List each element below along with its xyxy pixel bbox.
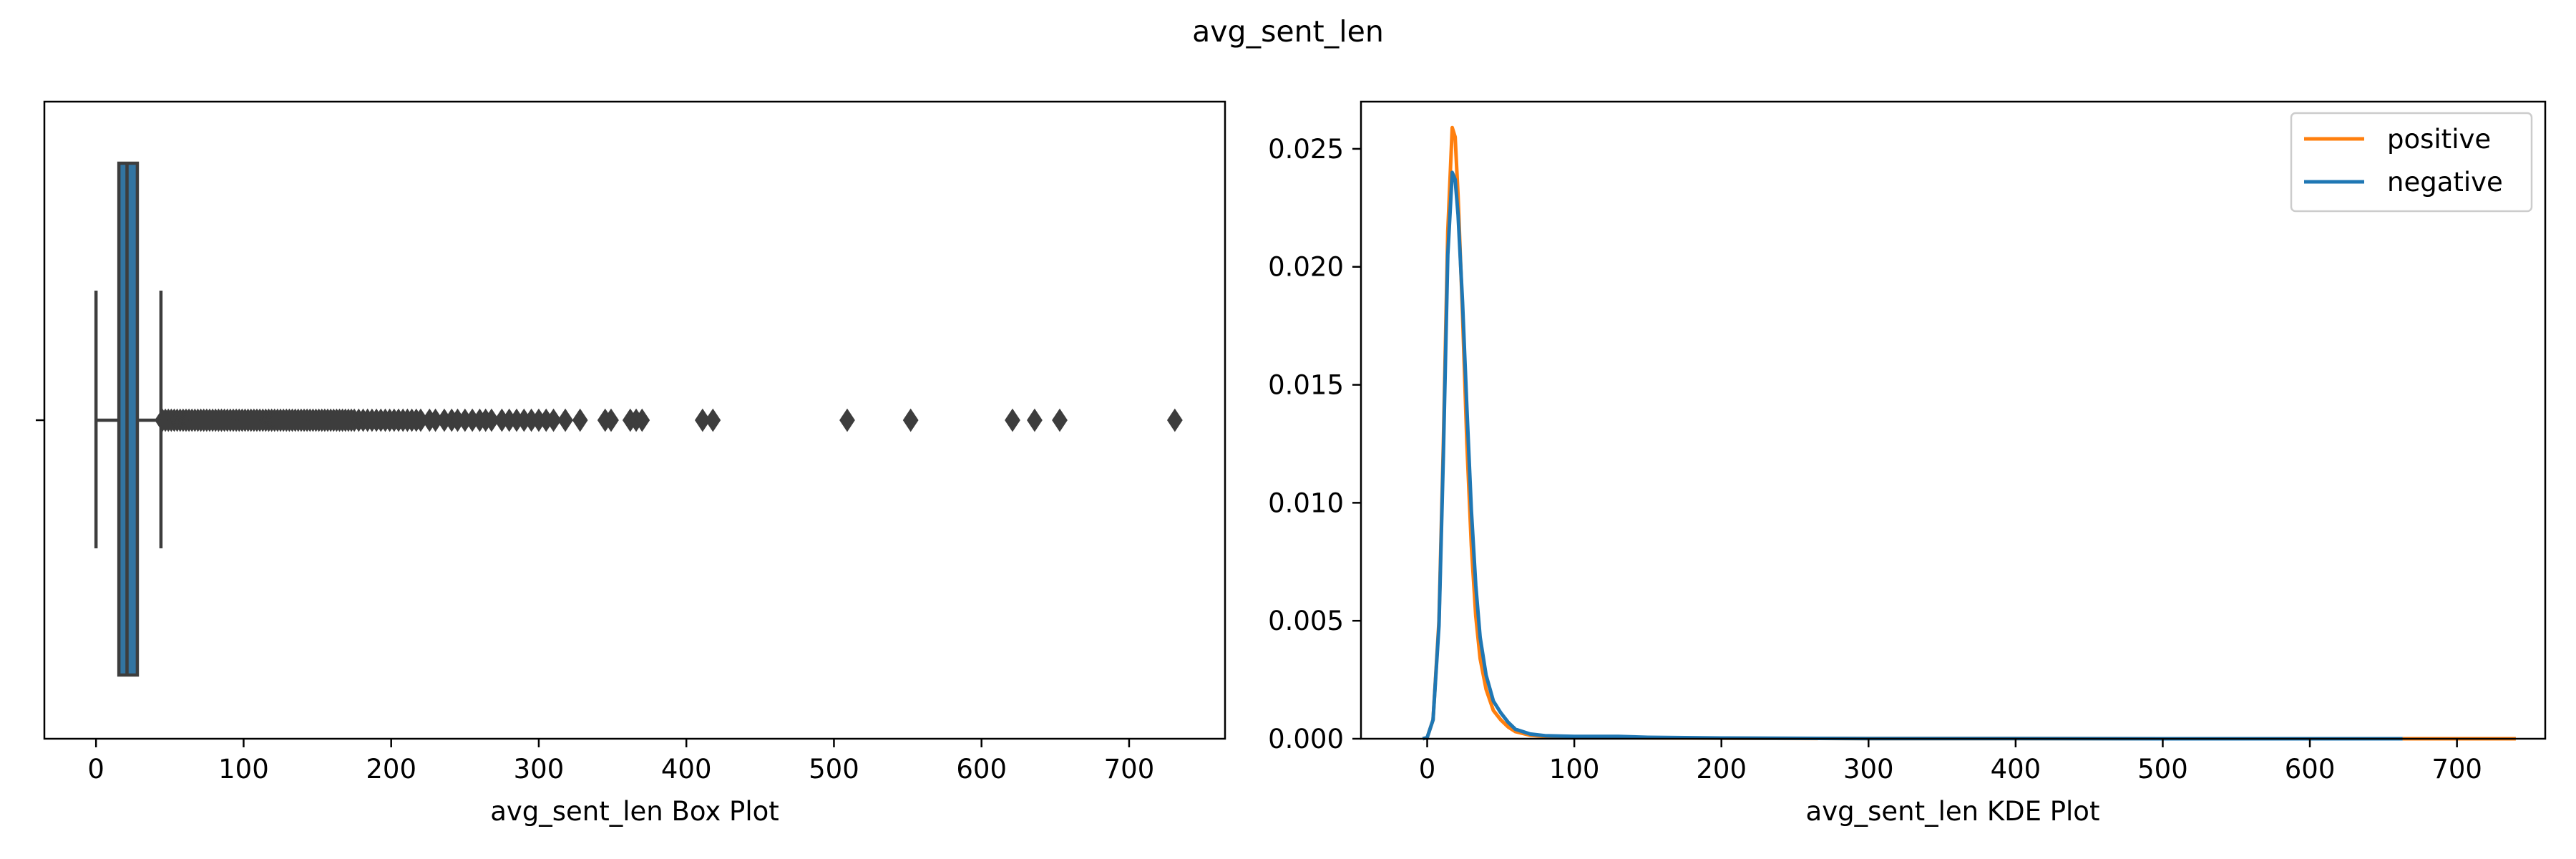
kde-x-tick-label: 200 bbox=[1696, 754, 1747, 785]
kde-y-tick-label: 0.020 bbox=[1268, 252, 1344, 283]
box-x-tick-label: 0 bbox=[87, 754, 104, 785]
box-x-tick-label: 400 bbox=[661, 754, 712, 785]
box-x-tick-label: 600 bbox=[956, 754, 1007, 785]
outlier-marker bbox=[705, 408, 721, 432]
kde-line-positive bbox=[1422, 125, 2516, 741]
outlier-marker bbox=[557, 408, 573, 432]
box-plot-x-label: avg_sent_len Box Plot bbox=[490, 796, 779, 827]
outlier-marker bbox=[572, 408, 588, 432]
outlier-marker bbox=[603, 408, 619, 432]
outlier-marker bbox=[545, 408, 562, 432]
kde-x-tick-label: 100 bbox=[1549, 754, 1600, 785]
kde-y-tick-label: 0.005 bbox=[1268, 606, 1344, 636]
outlier-marker bbox=[1005, 408, 1020, 432]
kde-plot-panel: 0 100 200 300 400 500 600 700 0.0000.0050.0100.… bbox=[1268, 100, 2547, 827]
outlier-marker bbox=[839, 408, 855, 432]
figure-title: avg_sent_len bbox=[1192, 14, 1384, 49]
outlier-marker bbox=[1027, 408, 1043, 432]
outlier-marker bbox=[902, 408, 919, 432]
kde-plot-frame bbox=[1360, 100, 2547, 740]
legend-label-positive: positive bbox=[2387, 124, 2491, 155]
box-plot-x-ticks: 0 100 200 300 400 500 600 700 bbox=[87, 739, 1154, 785]
outlier-marker bbox=[694, 408, 711, 432]
outlier-marker bbox=[484, 408, 499, 432]
box-x-tick-label: 500 bbox=[809, 754, 859, 785]
kde-line-negative bbox=[1422, 170, 2403, 741]
kde-x-tick-label: 500 bbox=[2137, 754, 2188, 785]
legend-label-negative: negative bbox=[2387, 167, 2503, 198]
box-x-tick-label: 300 bbox=[514, 754, 565, 785]
kde-x-tick-label: 700 bbox=[2431, 754, 2482, 785]
box-x-tick-label: 100 bbox=[218, 754, 269, 785]
outlier-marker bbox=[1052, 408, 1068, 432]
box-plot-frame bbox=[43, 100, 1226, 740]
kde-x-tick-label: 0 bbox=[1419, 754, 1436, 785]
legend: positive negative bbox=[2290, 112, 2533, 213]
kde-y-tick-label: 0.025 bbox=[1268, 134, 1344, 165]
kde-x-tick-label: 600 bbox=[2285, 754, 2336, 785]
box-plot-panel: 0 100 200 300 400 500 600 700 avg_sent_len Box … bbox=[36, 100, 1226, 827]
kde-x-tick-label: 300 bbox=[1843, 754, 1894, 785]
kde-plot-y-ticks: 0.000 0.005 0.010 0.015 0.020 0.025 bbox=[1268, 134, 1361, 754]
kde-y-tick-label: 0.010 bbox=[1268, 487, 1344, 518]
kde-plot-lines bbox=[1422, 125, 2516, 741]
box-x-tick-label: 200 bbox=[366, 754, 416, 785]
kde-x-tick-label: 400 bbox=[1991, 754, 2041, 785]
kde-y-tick-label: 0.015 bbox=[1268, 370, 1344, 401]
box-plot-marks bbox=[94, 161, 1183, 677]
kde-y-tick-label: 0.000 bbox=[1268, 724, 1344, 754]
kde-plot-x-ticks: 0 100 200 300 400 500 600 700 bbox=[1419, 739, 2482, 785]
kde-plot-x-label: avg_sent_len KDE Plot bbox=[1806, 796, 2100, 827]
outlier-marker bbox=[1166, 408, 1183, 432]
box-x-tick-label: 700 bbox=[1104, 754, 1155, 785]
outlier-marker bbox=[634, 408, 650, 432]
